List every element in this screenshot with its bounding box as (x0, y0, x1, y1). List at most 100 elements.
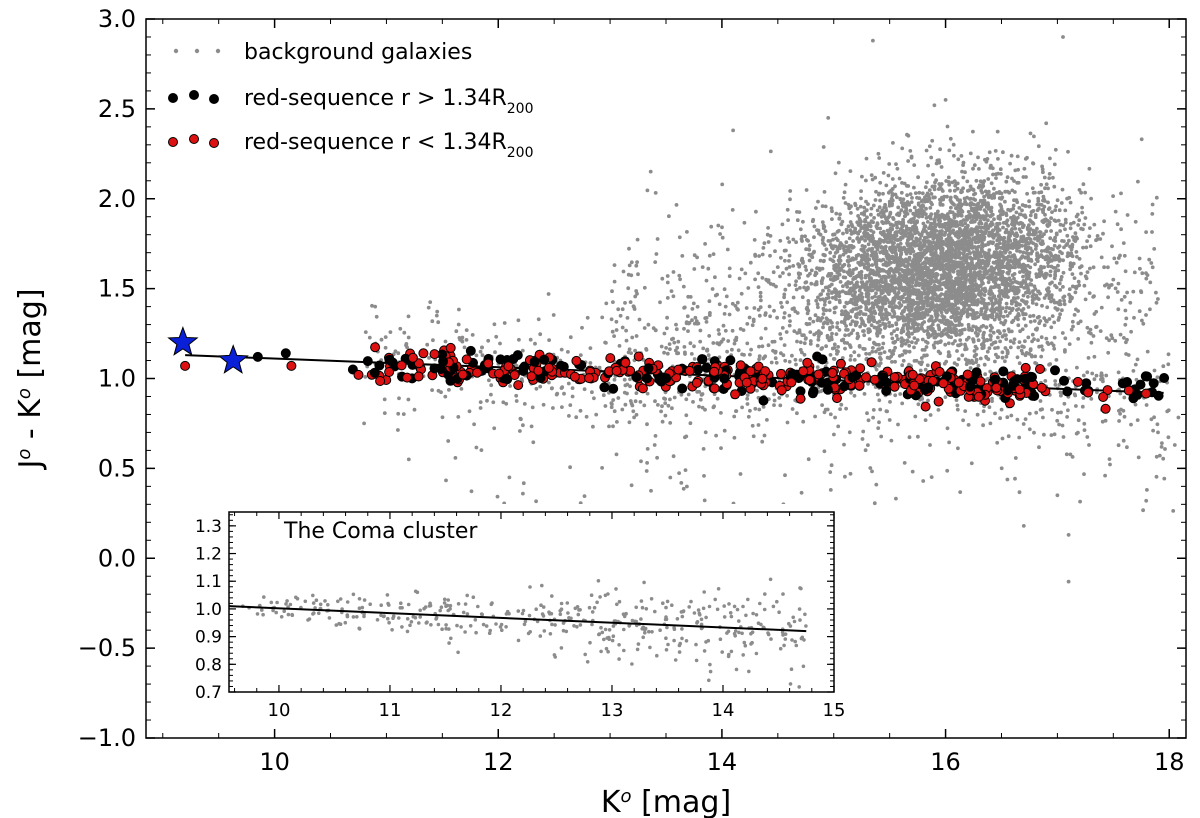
background-galaxy-point (957, 247, 962, 252)
background-galaxy-point (762, 355, 767, 359)
background-galaxy-point (1017, 340, 1022, 344)
background-galaxy-point (951, 228, 956, 233)
background-galaxy-point (909, 228, 913, 233)
background-galaxy-point (1049, 299, 1053, 304)
background-galaxy-point (888, 212, 893, 216)
background-galaxy-point (886, 190, 891, 195)
background-galaxy-point (1065, 196, 1069, 201)
background-galaxy-point (992, 309, 997, 314)
background-galaxy-point (745, 322, 750, 326)
background-galaxy-point (961, 246, 965, 251)
background-galaxy-point (768, 314, 772, 319)
background-galaxy-point (901, 217, 905, 222)
background-galaxy-point (1034, 302, 1039, 307)
background-galaxy-point (958, 251, 963, 256)
background-galaxy-point (1060, 308, 1064, 313)
background-galaxy-point (995, 253, 999, 258)
background-galaxy-point (1003, 199, 1007, 204)
background-galaxy-point (951, 341, 955, 346)
background-galaxy-point (710, 287, 715, 291)
background-galaxy-point (960, 353, 965, 358)
background-galaxy-point (988, 291, 993, 296)
background-galaxy-point (978, 179, 983, 184)
background-galaxy-point (1140, 271, 1145, 276)
background-galaxy-point (1076, 279, 1081, 284)
background-galaxy-point (816, 295, 820, 300)
background-galaxy-point (943, 256, 948, 261)
background-galaxy-point (928, 413, 933, 417)
background-galaxy-point (972, 215, 976, 220)
background-galaxy-point (867, 319, 872, 324)
background-galaxy-point (970, 281, 975, 286)
background-galaxy-point (864, 261, 869, 266)
background-galaxy-point (911, 225, 915, 229)
background-galaxy-point (784, 266, 789, 271)
background-galaxy-point (1068, 226, 1073, 231)
background-galaxy-point (934, 178, 938, 183)
background-galaxy-point (1003, 359, 1007, 364)
background-galaxy-point (765, 418, 769, 422)
background-galaxy-point (933, 335, 938, 340)
background-galaxy-point (908, 268, 913, 273)
background-galaxy-point (780, 326, 785, 330)
background-galaxy-point (901, 197, 906, 202)
background-galaxy-point (880, 315, 884, 320)
background-galaxy-point (905, 132, 909, 137)
background-galaxy-point (920, 360, 924, 364)
background-galaxy-point (997, 241, 1002, 246)
background-galaxy-point (959, 313, 964, 318)
background-galaxy-point (954, 330, 959, 335)
background-galaxy-point (847, 236, 852, 241)
background-galaxy-point (859, 276, 864, 280)
background-galaxy-point (1137, 309, 1142, 314)
background-galaxy-point (890, 315, 895, 319)
background-galaxy-point (955, 276, 960, 280)
background-galaxy-point (1034, 229, 1038, 234)
background-galaxy-point (857, 229, 862, 234)
background-galaxy-point (953, 183, 958, 188)
background-galaxy-point (1032, 284, 1037, 289)
background-galaxy-point (782, 311, 787, 315)
background-galaxy-point (878, 279, 883, 284)
background-galaxy-point (957, 226, 962, 231)
background-galaxy-point (973, 254, 977, 258)
background-galaxy-point (772, 403, 776, 407)
background-galaxy-point (901, 338, 906, 343)
background-galaxy-point (630, 335, 635, 340)
background-galaxy-point (876, 330, 881, 335)
background-galaxy-point (956, 357, 961, 362)
background-galaxy-point (1063, 227, 1067, 232)
background-galaxy-point (872, 341, 877, 346)
background-galaxy-point (642, 285, 647, 290)
background-galaxy-point (868, 276, 873, 281)
background-galaxy-point (1128, 300, 1133, 305)
background-galaxy-point (887, 162, 892, 166)
background-galaxy-point (1021, 175, 1026, 179)
background-galaxy-point (787, 240, 792, 244)
background-galaxy-point (1048, 281, 1052, 286)
background-galaxy-point (906, 324, 910, 329)
background-galaxy-point (864, 351, 868, 356)
background-galaxy-point (871, 408, 876, 412)
background-galaxy-point (1148, 307, 1152, 312)
background-galaxy-point (1047, 362, 1051, 367)
background-galaxy-point (890, 177, 895, 181)
background-galaxy-point (910, 196, 914, 200)
background-galaxy-point (976, 315, 981, 319)
background-galaxy-point (748, 260, 753, 265)
background-galaxy-point (1069, 222, 1073, 226)
background-galaxy-point (947, 293, 952, 298)
background-galaxy-point (899, 208, 904, 213)
background-galaxy-point (998, 277, 1003, 281)
background-galaxy-point (842, 262, 847, 267)
background-galaxy-point (925, 312, 930, 317)
background-galaxy-point (946, 242, 951, 247)
background-galaxy-point (893, 254, 898, 259)
background-galaxy-point (746, 286, 751, 290)
background-galaxy-point (834, 288, 838, 293)
background-galaxy-point (976, 338, 981, 343)
background-galaxy-point (665, 351, 670, 356)
background-galaxy-point (936, 209, 940, 214)
background-galaxy-point (939, 165, 944, 169)
background-galaxy-point (823, 229, 828, 234)
